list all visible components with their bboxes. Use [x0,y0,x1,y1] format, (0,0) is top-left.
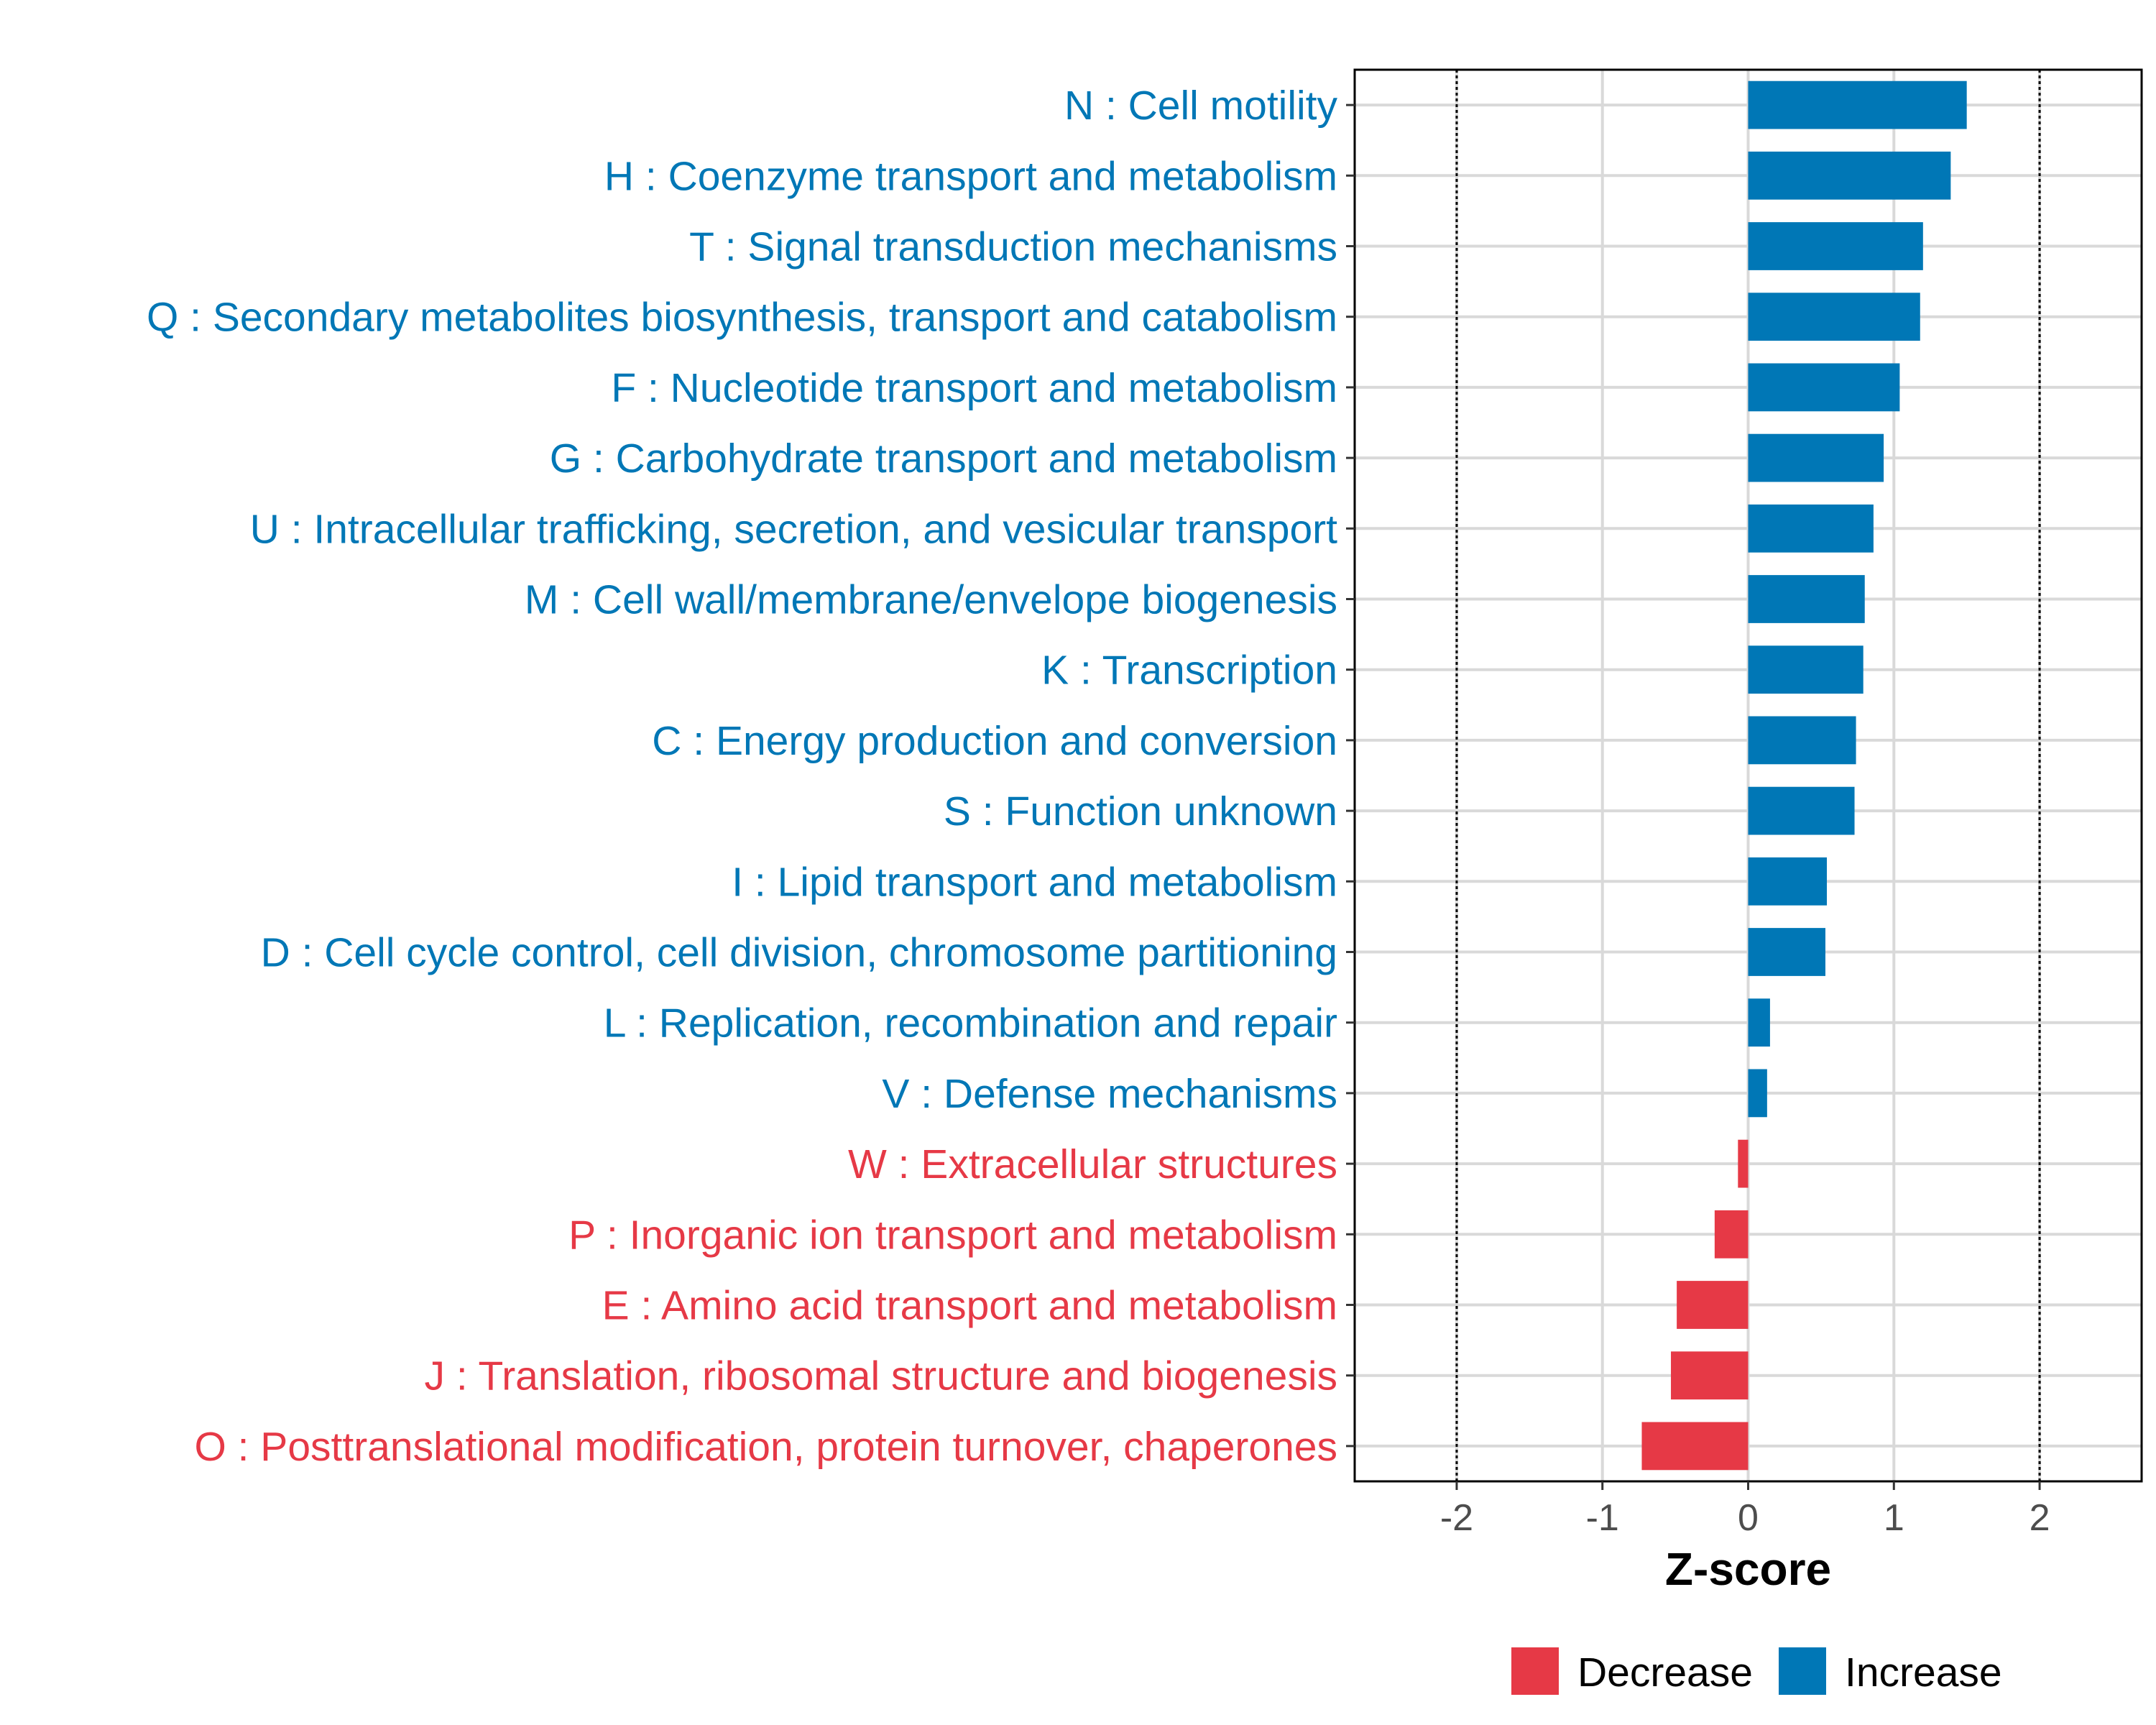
category-label: C : Energy production and conversion [652,718,1337,764]
x-axis: -2 -1 0 1 2 [1440,1481,2050,1539]
category-label: T : Signal transduction mechanisms [689,224,1337,270]
bar [1748,575,1865,623]
bar [1748,151,1951,200]
category-label: S : Function unknown [944,788,1337,834]
x-tick-label: 1 [1884,1497,1904,1539]
category-label: D : Cell cycle control, cell division, c… [261,930,1337,976]
x-tick-label: -1 [1586,1497,1619,1539]
legend-key-decrease [1511,1647,1559,1695]
bars [1641,80,1967,1471]
x-tick-label: -2 [1440,1497,1473,1539]
category-label: V : Defense mechanisms [882,1071,1337,1117]
bar [1748,786,1855,835]
category-label: E : Amino acid transport and metabolism [602,1283,1337,1329]
legend: Decrease Increase [1511,1647,2002,1696]
category-label: O : Posttranslational modification, prot… [194,1424,1337,1470]
category-label: P : Inorganic ion transport and metaboli… [568,1212,1337,1258]
category-label: F : Nucleotide transport and metabolism [611,365,1337,411]
bar [1748,1069,1767,1118]
bar [1748,928,1825,976]
bar [1748,857,1827,906]
bar [1671,1351,1749,1400]
bar [1748,222,1923,270]
category-label: U : Intracellular trafficking, secretion… [250,506,1337,552]
bar [1714,1210,1749,1259]
y-axis: N : Cell motility H : Coenzyme transport … [147,83,1355,1470]
category-label: H : Coenzyme transport and metabolism [604,153,1337,199]
bar [1748,716,1856,765]
legend-label-increase: Increase [1845,1650,2002,1696]
x-tick-label: 0 [1738,1497,1759,1539]
category-label: W : Extracellular structures [848,1141,1337,1187]
category-label: M : Cell wall/membrane/envelope biogenes… [525,577,1337,623]
bar [1748,80,1967,129]
bar [1677,1281,1749,1329]
bar [1748,293,1920,341]
bar [1748,363,1900,412]
category-label: N : Cell motility [1064,83,1338,129]
category-label: Q : Secondary metabolites biosynthesis, … [147,295,1337,341]
category-label: L : Replication, recombination and repai… [604,1000,1337,1046]
bar [1641,1422,1749,1471]
category-label: J : Translation, ribosomal structure and… [425,1353,1337,1399]
bar [1748,998,1770,1047]
category-label: G : Carbohydrate transport and metabolis… [550,436,1337,482]
x-tick-label: 2 [2030,1497,2050,1539]
category-label: I : Lipid transport and metabolism [732,859,1337,905]
bar [1738,1139,1749,1188]
bar [1748,504,1874,553]
legend-key-increase [1779,1647,1826,1695]
legend-label-decrease: Decrease [1577,1650,1753,1696]
x-axis-label: Z-score [1665,1543,1831,1595]
bar [1748,433,1884,482]
category-label: K : Transcription [1041,648,1337,694]
bar [1748,645,1864,694]
